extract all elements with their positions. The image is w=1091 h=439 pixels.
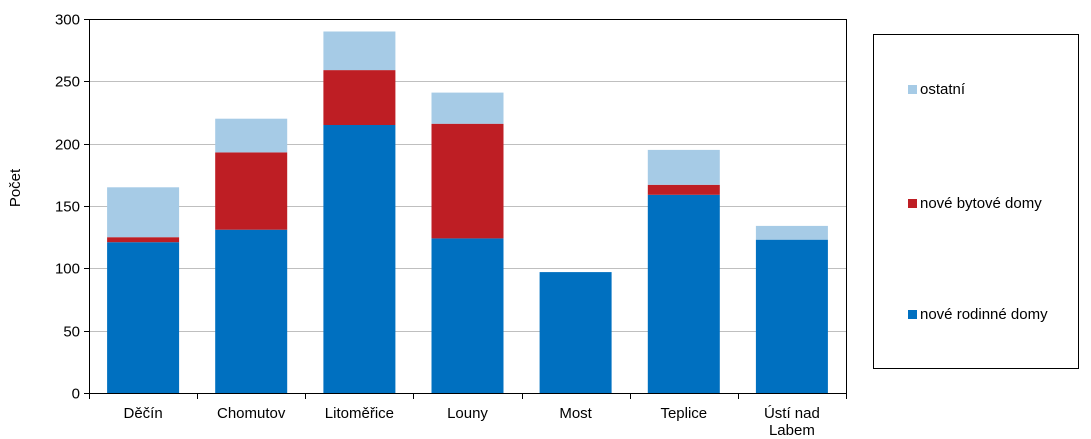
x-tick-label: Litoměřice (325, 405, 394, 422)
x-tick-label: Děčín (124, 405, 163, 422)
bars (107, 31, 828, 393)
bar-segment (215, 152, 288, 230)
bar-segment (107, 237, 180, 243)
bar-segment (755, 239, 828, 393)
bar-segment (539, 272, 612, 393)
legend-label-nove-rodinne-domy: nové rodinné domy (920, 306, 1048, 323)
bar-segment (431, 92, 504, 124)
legend-label-ostatni: ostatní (920, 81, 966, 98)
legend-swatch-nove-rodinne-domy (908, 310, 917, 319)
x-tick-label: Louny (447, 405, 488, 422)
plot-area-border (89, 19, 847, 394)
bar-segment (647, 194, 720, 393)
x-tick-label: Most (559, 405, 592, 422)
bar-segment (323, 70, 396, 125)
bar-segment (647, 184, 720, 195)
bar-segment (431, 238, 504, 393)
x-tick-label: Labem (769, 422, 815, 439)
x-tick-label: Chomutov (217, 405, 286, 422)
y-tick-label: 200 (55, 137, 80, 154)
y-axis-label: Počet (7, 168, 24, 207)
y-tick-labels: 0 50 100 150 200 250 300 (55, 12, 80, 403)
x-tick-labels: Děčín Chomutov Litoměřice Louny Most Teplice Ú… (124, 405, 820, 439)
axes (84, 19, 847, 399)
legend-swatch-nove-bytove-domy (908, 199, 917, 208)
y-tick-label: 250 (55, 74, 80, 91)
bar-segment (215, 118, 288, 153)
y-tick-label: 150 (55, 199, 80, 216)
bar-segment (647, 149, 720, 185)
y-tick-label: 50 (63, 324, 80, 341)
legend-item-nove-bytove-domy: nové bytové domy (908, 195, 1042, 212)
bar-segment (323, 31, 396, 71)
legend-item-ostatni: ostatní (908, 81, 965, 98)
legend-swatch-ostatni (908, 85, 917, 94)
bar-segment (323, 125, 396, 393)
legend-item-nove-rodinne-domy: nové rodinné domy (908, 306, 1048, 323)
y-tick-label: 0 (72, 386, 80, 403)
x-tick-label: Teplice (660, 405, 707, 422)
bar-segment (215, 229, 288, 393)
x-tick-label: Ústí nad (764, 405, 820, 422)
y-tick-label: 300 (55, 12, 80, 29)
legend-label-nove-bytove-domy: nové bytové domy (920, 195, 1042, 212)
bar-segment (107, 242, 180, 393)
y-tick-label: 100 (55, 261, 80, 278)
bar-segment (107, 187, 180, 238)
legend: ostatní nové bytové domy nové rodinné do… (873, 34, 1079, 369)
bar-segment (431, 123, 504, 239)
bar-segment (755, 225, 828, 240)
